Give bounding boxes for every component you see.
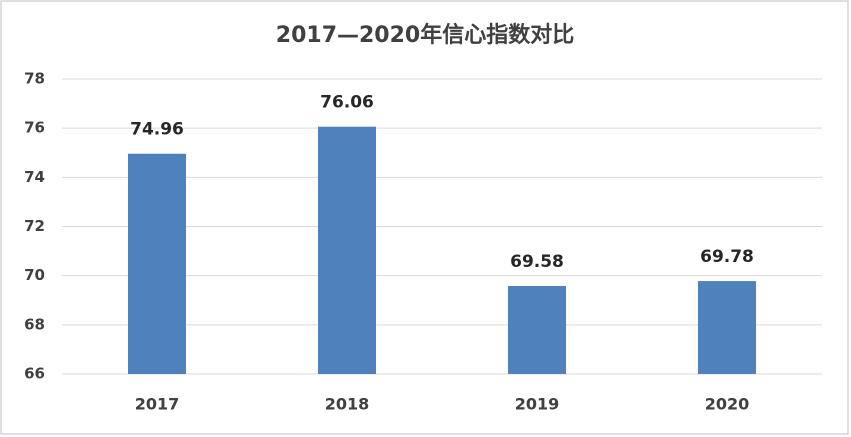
y-tick-label: 74: [24, 168, 45, 186]
y-tick-label: 68: [24, 315, 45, 333]
data-label: 69.58: [510, 252, 564, 272]
chart-title: 2017—2020年信心指数对比: [276, 22, 574, 48]
bar: [318, 126, 376, 374]
x-tick-label: 2019: [515, 395, 560, 414]
bar: [698, 281, 756, 374]
bar: [128, 153, 186, 374]
x-tick-label: 2017: [135, 395, 180, 414]
x-tick-label: 2018: [325, 395, 370, 414]
y-tick-label: 76: [24, 119, 45, 137]
y-tick-label: 78: [24, 70, 45, 88]
y-tick-label: 72: [24, 217, 45, 235]
data-label: 74.96: [130, 120, 184, 140]
x-tick-label: 2020: [705, 395, 750, 414]
y-tick-label: 66: [24, 365, 45, 383]
data-label: 69.78: [700, 247, 754, 267]
y-tick-label: 70: [24, 266, 45, 284]
data-label: 76.06: [320, 93, 374, 113]
bar: [508, 285, 566, 374]
